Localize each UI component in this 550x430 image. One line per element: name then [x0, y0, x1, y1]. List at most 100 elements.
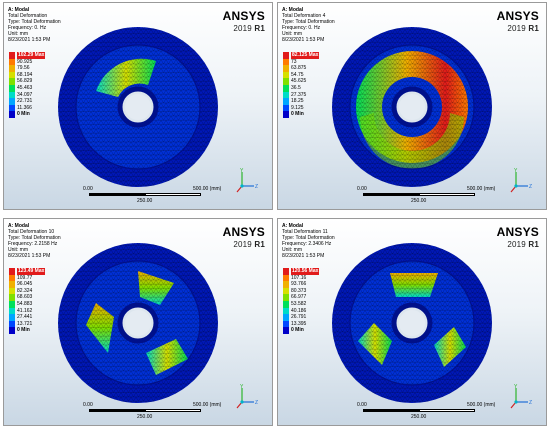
scale-bar-half	[419, 193, 475, 196]
result-date: 8/23/2021 1:53 PM	[8, 253, 51, 259]
legend-swatch	[283, 314, 289, 321]
legend-value: 63.875	[291, 65, 307, 72]
result-info: A: Modal Total Deformation 4 Type: Total…	[282, 7, 335, 43]
coordinate-triad-icon[interactable]: Y Z	[230, 167, 260, 197]
legend-value: 96.045	[17, 281, 33, 288]
scale-bar: 0.00 500.00 (mm) 250.00	[357, 402, 495, 421]
ansys-logo-brand: ANSYS	[496, 225, 539, 239]
result-panel-total-deformation[interactable]: A: Modal Total Deformation Type: Total D…	[3, 2, 273, 210]
legend-max: 102.29 Max	[17, 52, 46, 59]
result-panel-total-deformation-4[interactable]: A: Modal Total Deformation 4 Type: Total…	[277, 2, 547, 210]
legend-swatch	[283, 111, 289, 118]
legend-swatch	[283, 65, 289, 72]
legend-swatch	[9, 281, 15, 288]
result-panel-total-deformation-10[interactable]: A: Modal Total Deformation 10 Type: Tota…	[3, 218, 273, 426]
legend-value: 36.5	[291, 84, 301, 91]
result-type: Type: Total Deformation	[8, 235, 61, 241]
result-name: Total Deformation 4	[282, 13, 326, 19]
triad-z-label: Z	[255, 400, 258, 406]
legend-swatch	[283, 268, 289, 275]
ansys-logo: ANSYS 2019 R1	[497, 9, 539, 33]
result-panel-total-deformation-11[interactable]: A: Modal Total Deformation 11 Type: Tota…	[277, 218, 547, 426]
scale-bar-half	[145, 193, 201, 196]
legend-value: 18.25	[291, 98, 304, 105]
result-date: 8/23/2021 1:53 PM	[282, 253, 325, 259]
result-frequency: Frequency: 0. Hz	[8, 25, 47, 31]
legend-value: 22.731	[17, 98, 33, 105]
legend-value: 45.463	[17, 84, 33, 91]
result-date: 8/23/2021 1:53 PM	[282, 37, 325, 43]
deformed-disc-model[interactable]	[56, 25, 220, 189]
legend-value: 66.977	[291, 294, 307, 301]
scale-right-label: 500.00 (mm)	[467, 186, 496, 192]
legend-swatch	[283, 91, 289, 99]
triad-y-label: Y	[240, 168, 244, 174]
legend-value: 82.324	[17, 287, 33, 294]
legend-swatch	[9, 327, 15, 334]
legend-min: 0 Min	[17, 327, 30, 334]
deformed-disc-model[interactable]	[56, 241, 220, 405]
ansys-logo-release: R1	[528, 24, 539, 33]
legend-swatch	[9, 91, 15, 99]
legend-swatch	[283, 294, 289, 301]
ansys-logo: ANSYS 2019 R1	[497, 225, 539, 249]
result-date: 8/23/2021 1:53 PM	[8, 37, 51, 43]
coordinate-triad-icon[interactable]: Y Z	[504, 167, 534, 197]
triad-y-label: Y	[514, 384, 518, 390]
deformed-disc-model[interactable]	[330, 241, 494, 405]
triad-z-label: Z	[255, 184, 258, 190]
triad-y-label: Y	[514, 168, 518, 174]
legend-value: 68.603	[17, 294, 33, 301]
coordinate-triad-icon[interactable]: Y Z	[504, 383, 534, 413]
scale-mid-label: 250.00	[411, 414, 427, 420]
legend-value: 107.16	[291, 274, 307, 281]
legend-swatch	[283, 98, 289, 105]
legend-swatch	[283, 78, 289, 85]
legend-value: 13.395	[291, 320, 307, 327]
scale-mid-label: 250.00	[411, 198, 427, 204]
legend-value: 26.791	[291, 314, 307, 321]
legend-swatch	[9, 300, 15, 308]
scale-bar: 0.00 500.00 (mm) 250.00	[83, 402, 221, 421]
legend-min: 0 Min	[291, 327, 304, 334]
analysis-title: A: Modal	[8, 223, 30, 229]
legend-value: 27.375	[291, 91, 307, 98]
legend-swatch	[283, 71, 289, 79]
scale-right-label: 500.00 (mm)	[467, 402, 496, 408]
scale-right-label: 500.00 (mm)	[193, 186, 222, 192]
coordinate-triad-icon[interactable]: Y Z	[230, 383, 260, 413]
scale-left-label: 0.00	[357, 402, 367, 408]
result-unit: Unit: mm	[8, 247, 28, 253]
legend-swatch	[9, 104, 15, 112]
ansys-logo-year: 2019	[233, 24, 252, 33]
triad-z-label: Z	[529, 400, 532, 406]
legend-value: 53.582	[291, 300, 307, 307]
ansys-logo-release: R1	[254, 24, 265, 33]
legend-swatch	[9, 65, 15, 72]
legend-swatch	[283, 287, 289, 295]
legend-swatch	[283, 58, 289, 66]
scale-left-label: 0.00	[83, 402, 93, 408]
legend-swatch	[9, 111, 15, 118]
legend-swatch	[283, 281, 289, 288]
result-name: Total Deformation 10	[8, 229, 55, 235]
legend-swatch	[283, 300, 289, 308]
legend-swatch	[9, 52, 15, 59]
scale-left-label: 0.00	[83, 186, 93, 192]
legend-swatch	[283, 104, 289, 112]
ansys-logo: ANSYS 2019 R1	[223, 225, 265, 249]
result-info: A: Modal Total Deformation 11 Type: Tota…	[282, 223, 335, 259]
legend-min: 0 Min	[291, 111, 304, 118]
legend-swatch	[283, 320, 289, 328]
legend-value: 13.721	[17, 320, 33, 327]
legend-value: 73	[291, 58, 297, 65]
deformed-disc-model[interactable]	[330, 25, 494, 189]
legend-value: 80.373	[291, 287, 307, 294]
legend-value: 34.097	[17, 91, 33, 98]
result-type: Type: Total Deformation	[282, 19, 335, 25]
legend-swatch	[283, 327, 289, 334]
legend-value: 54.75	[291, 71, 304, 78]
legend-swatch	[9, 71, 15, 79]
result-type: Type: Total Deformation	[8, 19, 61, 25]
legend-value: 9.125	[291, 104, 304, 111]
